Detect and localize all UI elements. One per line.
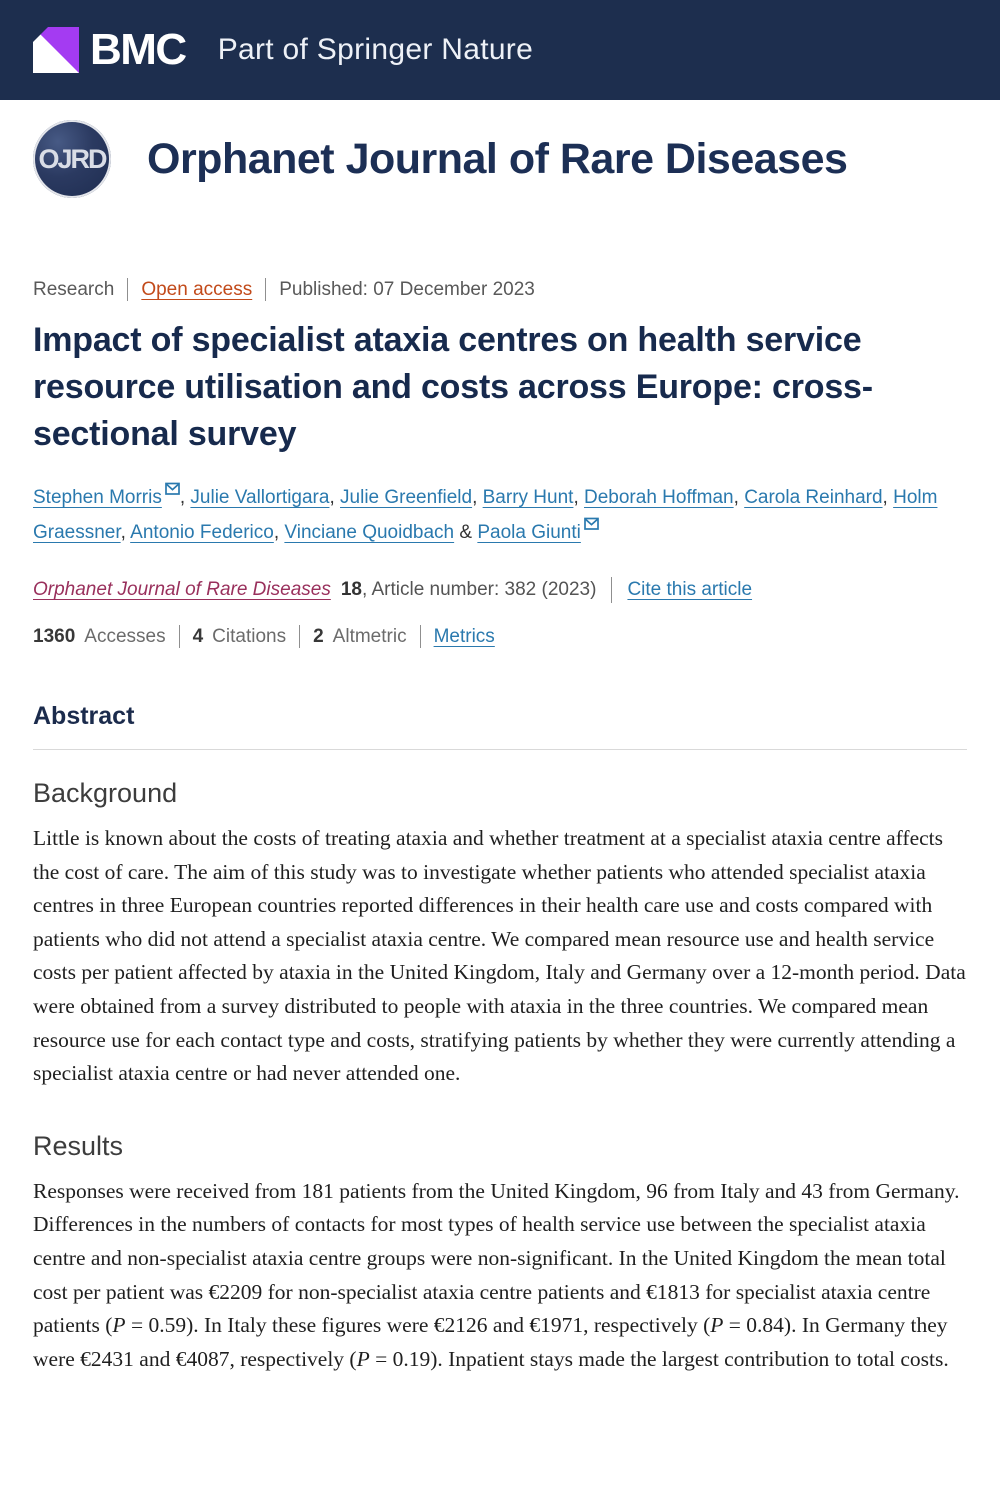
published-date: Published: 07 December 2023 [279,278,535,300]
author-link[interactable]: Julie Vallortigara [190,487,330,508]
divider [299,625,301,648]
email-icon [164,482,180,495]
divider [611,577,613,603]
author-link[interactable]: Vinciane Quoidbach [284,522,455,543]
divider [127,278,129,301]
citation-volume-text: 18, Article number: 382 (2023) [341,579,597,601]
section-divider [33,749,967,750]
article-content: Research Open access Published: 07 Decem… [0,278,1000,1376]
volume-number: 18 [340,579,362,600]
results-paragraph: Responses were received from 181 patient… [33,1178,960,1371]
metrics-line: 1360 Accesses 4 Citations 2 Altmetric Metrics [33,625,967,648]
abstract-heading: Abstract [33,702,135,730]
author-link[interactable]: Barry Hunt [482,487,574,508]
cite-this-article-link[interactable]: Cite this article [627,579,753,600]
background-paragraph: Little is known about the costs of treat… [33,826,966,1086]
article-title: Impact of specialist ataxia centres on h… [33,321,873,453]
citation-line: Orphanet Journal of Rare Diseases 18, Ar… [33,577,967,603]
bmc-logo[interactable]: BMC [33,25,187,75]
journal-logo[interactable]: OJRD [33,120,111,198]
author-link[interactable]: Antonio Federico [130,522,274,543]
bmc-logo-text: BMC [90,25,187,74]
author-link[interactable]: Stephen Morris [33,487,162,508]
open-access-link[interactable]: Open access [141,278,253,300]
author-link[interactable]: Julie Greenfield [340,487,473,508]
article-meta-line: Research Open access Published: 07 Decem… [33,278,967,301]
author-link[interactable]: Carola Reinhard [744,487,883,508]
background-heading: Background [33,778,178,808]
divider [178,625,180,648]
results-heading: Results [33,1130,124,1161]
article-number-text: , Article number: 382 (2023) [361,579,597,600]
metric-label: Citations [212,625,287,647]
metric-value: 1360 [33,625,76,647]
metric-value: 4 [192,625,204,647]
journal-title[interactable]: Orphanet Journal of Rare Diseases [147,134,848,183]
journal-header: OJRD Orphanet Journal of Rare Diseases [0,100,1000,198]
bmc-logo-icon [33,27,79,73]
author-list: Stephen Morris, Julie Vallortigara, Juli… [33,480,967,550]
article-type-label: Research [33,278,115,300]
springer-nature-tagline: Part of Springer Nature [217,33,534,66]
divider [419,625,421,648]
email-icon [584,517,599,530]
metric-label: Accesses [84,625,166,647]
journal-logo-text: OJRD [38,143,107,174]
author-link[interactable]: Paola Giunti [477,522,581,543]
metric-value: 2 [313,625,324,647]
site-header: BMC Part of Springer Nature [0,0,1000,100]
author-link[interactable]: Deborah Hoffman [584,487,734,508]
journal-citation-link[interactable]: Orphanet Journal of Rare Diseases [33,579,331,600]
divider [265,278,267,301]
metrics-link[interactable]: Metrics [433,625,495,647]
author-link[interactable]: Holm Graessner [33,487,938,543]
metric-label: Altmetric [332,625,407,647]
